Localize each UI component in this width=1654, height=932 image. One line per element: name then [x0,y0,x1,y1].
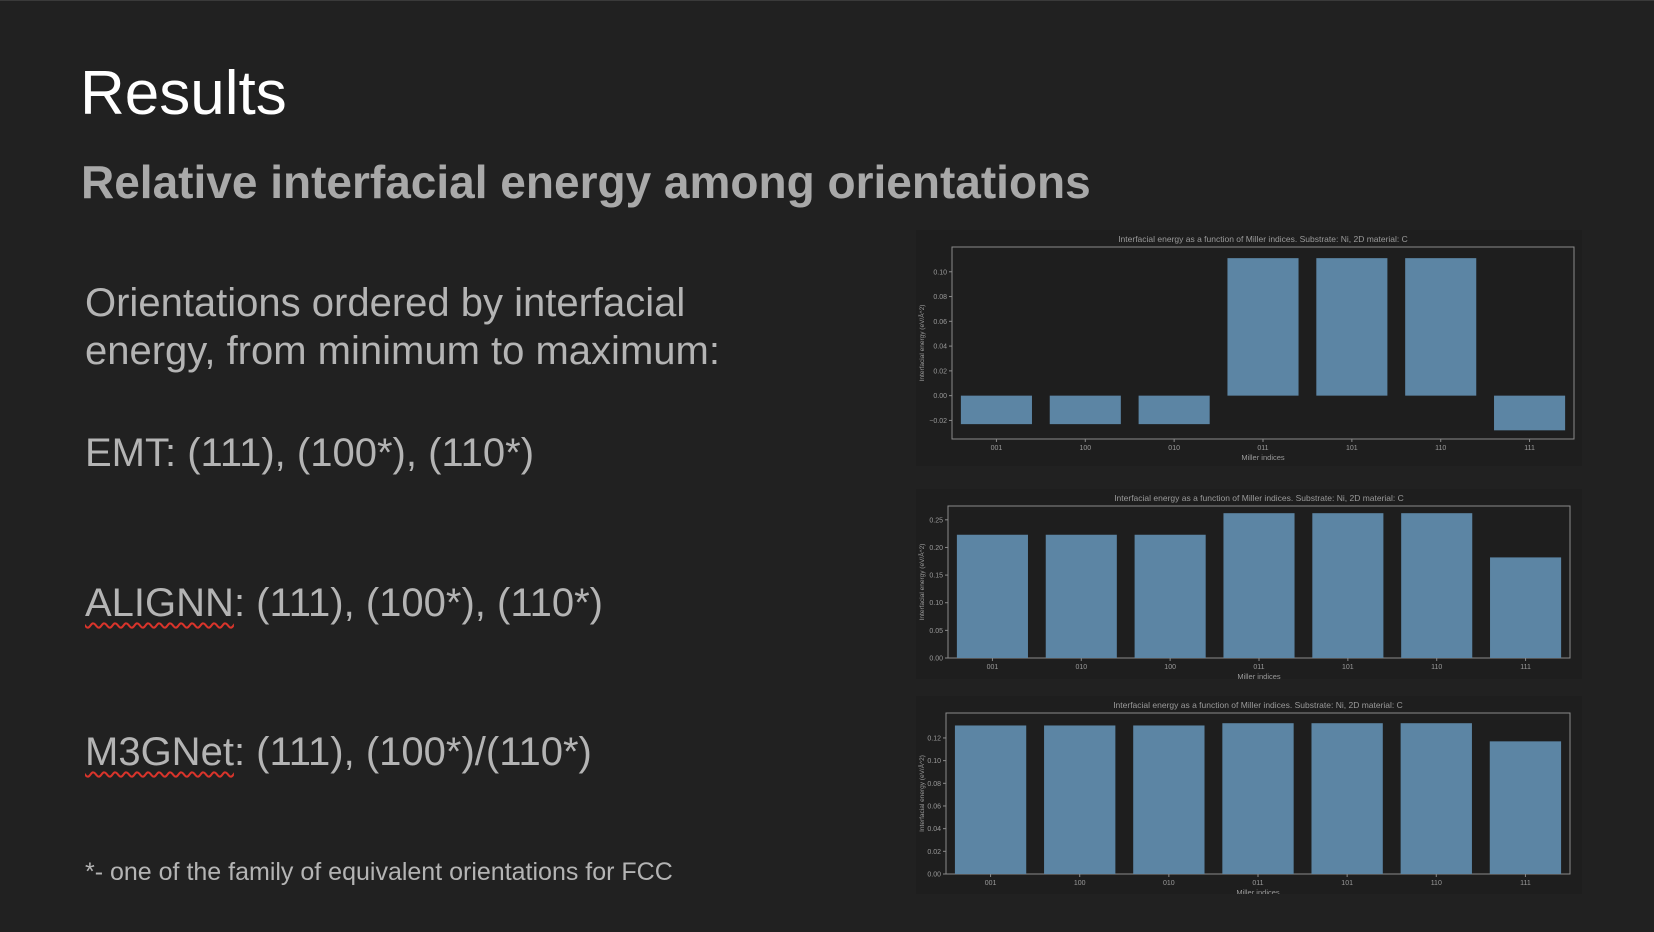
chart-alignn-ytick-label-4: 0.20 [929,545,943,552]
chart-m3gnet-ytick-label-1: 0.02 [927,849,941,856]
m3gnet-result: M3GNet: (111), (100*)/(110*) [85,728,592,776]
chart-alignn-bar-101 [1312,513,1384,658]
chart-emt-svg: Interfacial energy as a function of Mill… [917,234,1575,462]
chart-m3gnet-bar-011 [1222,723,1294,874]
chart-alignn-xtick-label-010: 010 [1075,664,1087,671]
model-name-alignn: ALIGNN [85,581,234,625]
chart-emt-xtick-label-001: 001 [991,445,1003,452]
chart-emt-ytick-label-5: 0.08 [933,294,947,301]
chart-alignn-ytick-label-5: 0.25 [929,517,943,524]
chart-emt-bar-101 [1316,258,1388,396]
chart-emt-xtick-label-100: 100 [1079,445,1091,452]
chart-m3gnet-svg: Interfacial energy as a function of Mill… [917,700,1571,894]
chart-alignn-xtick-label-100: 100 [1164,664,1176,671]
chart-emt-bar-011 [1227,258,1299,396]
chart-alignn-bar-011 [1223,513,1295,658]
chart-emt-xlabel: Miller indices [1241,453,1285,462]
chart-m3gnet-bar-111 [1489,741,1562,874]
chart-m3gnet-xtick-label-110: 110 [1431,880,1442,887]
chart-alignn-xtick-label-111: 111 [1520,664,1531,671]
chart-emt-ytick-label-0: −0.02 [929,418,947,425]
chart-m3gnet-ytick-label-3: 0.06 [927,803,941,810]
chart-alignn-ytick-label-3: 0.15 [929,573,943,580]
chart-m3gnet-xlabel: Miller indices [1236,888,1280,894]
chart-alignn-xtick-label-011: 011 [1253,664,1264,671]
chart-emt-xtick-label-110: 110 [1435,445,1446,452]
chart-alignn-ytick-label-2: 0.10 [929,600,943,607]
chart-m3gnet-xtick-label-001: 001 [985,880,997,887]
chart-emt-bar-100 [1049,395,1121,425]
footnote: *- one of the family of equivalent orien… [85,858,673,886]
chart-m3gnet-ylabel: Interfacial energy (eV/Å^2) [917,755,926,832]
chart-emt-bar-010 [1138,395,1210,425]
emt-result: EMT: (111), (100*), (110*) [85,429,534,477]
chart-m3gnet-bar-101 [1311,723,1383,874]
chart-emt-ytick-label-6: 0.10 [933,269,947,276]
chart-emt-bar-111 [1494,395,1566,431]
chart-m3gnet-xtick-label-010: 010 [1163,880,1175,887]
chart-alignn-bar-100 [1134,534,1206,658]
chart-alignn-xlabel: Miller indices [1237,672,1281,679]
chart-m3gnet-ytick-label-5: 0.10 [927,758,941,765]
chart-m3gnet-xtick-label-011: 011 [1252,880,1263,887]
chart-emt-title: Interfacial energy as a function of Mill… [1118,234,1408,244]
chart-alignn-bar-001 [956,534,1028,658]
chart-emt-ytick-label-2: 0.02 [933,368,947,375]
chart-alignn: Interfacial energy as a function of Mill… [916,489,1582,679]
chart-emt-xtick-label-010: 010 [1168,445,1180,452]
top-border [0,0,1654,1]
chart-m3gnet-xtick-label-101: 101 [1341,880,1353,887]
model-name-m3gnet: M3GNet [85,730,234,774]
chart-alignn-ytick-label-1: 0.05 [929,628,943,635]
chart-emt-ytick-label-3: 0.04 [933,344,947,351]
chart-emt-xtick-label-111: 111 [1524,445,1535,452]
chart-alignn-bar-111 [1490,557,1562,658]
ordering-m3gnet: : (111), (100*)/(110*) [233,730,592,774]
chart-alignn-xtick-label-001: 001 [987,664,999,671]
chart-m3gnet-bar-110 [1400,723,1472,874]
chart-alignn-bar-110 [1401,513,1473,658]
chart-emt-ytick-label-1: 0.00 [933,393,947,400]
chart-alignn-xtick-label-101: 101 [1342,664,1354,671]
chart-m3gnet-xtick-label-100: 100 [1074,880,1086,887]
chart-alignn-xtick-label-110: 110 [1431,664,1442,671]
chart-m3gnet-ytick-label-6: 0.12 [927,735,941,742]
chart-emt-xtick-label-011: 011 [1257,445,1268,452]
chart-emt-bar-110 [1405,258,1477,396]
chart-alignn-ylabel: Interfacial energy (eV/Å^2) [917,544,926,621]
chart-m3gnet-bar-010 [1133,725,1205,874]
slide-subtitle: Relative interfacial energy among orient… [81,156,1091,208]
chart-m3gnet-bar-100 [1044,725,1116,874]
intro-text: Orientations ordered by interfacial ener… [85,281,720,373]
model-name-emt: EMT [85,431,165,475]
chart-emt-ylabel: Interfacial energy (eV/Å^2) [917,305,926,382]
chart-m3gnet-ytick-label-0: 0.00 [927,872,941,879]
chart-alignn-ytick-label-0: 0.00 [929,656,943,663]
chart-alignn-bar-010 [1045,534,1117,658]
chart-m3gnet-ytick-label-4: 0.08 [927,781,941,788]
chart-m3gnet-bar-001 [954,725,1027,874]
chart-emt-xtick-label-101: 101 [1346,445,1358,452]
chart-emt: Interfacial energy as a function of Mill… [916,230,1582,466]
alignn-result: ALIGNN: (111), (100*), (110*) [85,579,603,627]
chart-emt-bar-001 [960,395,1032,425]
chart-m3gnet-xtick-label-111: 111 [1520,880,1531,887]
chart-m3gnet: Interfacial energy as a function of Mill… [916,696,1582,894]
chart-alignn-title: Interfacial energy as a function of Mill… [1114,493,1404,503]
ordering-alignn: : (111), (100*), (110*) [233,581,603,625]
chart-m3gnet-ytick-label-2: 0.04 [927,826,941,833]
ordering-emt: : (111), (100*), (110*) [165,431,535,475]
chart-alignn-svg: Interfacial energy as a function of Mill… [917,493,1571,679]
chart-emt-ytick-label-4: 0.06 [933,319,947,326]
slide-title: Results [80,59,287,128]
chart-m3gnet-title: Interfacial energy as a function of Mill… [1113,700,1403,710]
